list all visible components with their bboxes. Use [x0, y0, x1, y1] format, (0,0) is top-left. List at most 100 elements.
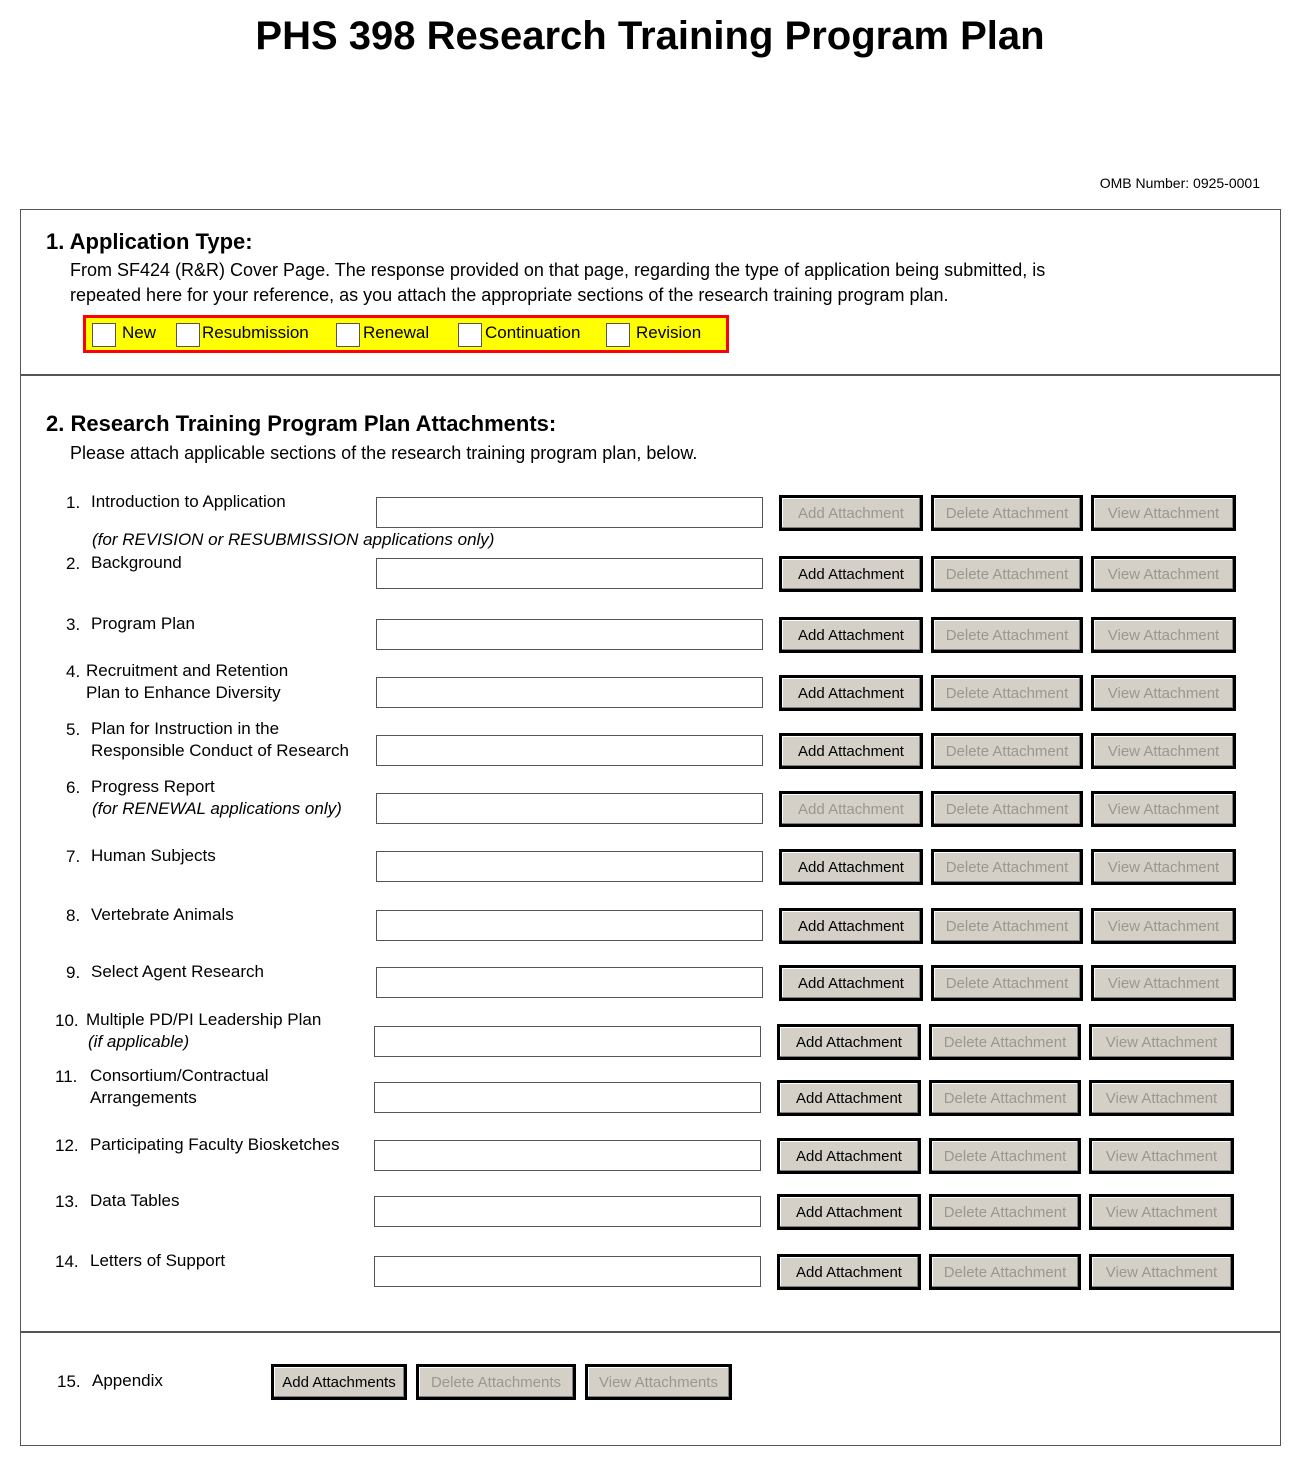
- add-attachment-button[interactable]: Add Attachment: [779, 617, 923, 653]
- page-title: PHS 398 Research Training Program Plan: [255, 14, 1045, 58]
- section1-heading: 1. Application Type:: [46, 229, 253, 254]
- item-number: 2.: [66, 554, 81, 573]
- view-attachment-button[interactable]: View Attachment: [1091, 791, 1236, 827]
- add-attachment-button[interactable]: Add Attachment: [777, 1080, 921, 1116]
- item-label: Recruitment and Retention: [86, 661, 289, 680]
- application-type-options: New Resubmission Renewal Continuation Revisi…: [83, 315, 729, 353]
- item-label: Program Plan: [91, 614, 195, 633]
- checkbox-revision[interactable]: [606, 323, 630, 347]
- item-number: 13.: [55, 1192, 79, 1211]
- view-attachment-button[interactable]: View Attachment: [1089, 1194, 1234, 1230]
- item-number: 4.: [66, 662, 81, 681]
- attachment-filename-field[interactable]: [374, 1256, 761, 1287]
- delete-attachment-button[interactable]: Delete Attachment: [931, 556, 1083, 592]
- item-label: Vertebrate Animals: [91, 905, 234, 924]
- delete-attachment-button[interactable]: Delete Attachment: [929, 1080, 1081, 1116]
- delete-attachment-button[interactable]: Delete Attachment: [929, 1138, 1081, 1174]
- section-appendix: [20, 1331, 1281, 1446]
- add-attachments-button[interactable]: Add Attachments: [271, 1364, 407, 1400]
- attachment-filename-field[interactable]: [376, 677, 763, 708]
- delete-attachment-button[interactable]: Delete Attachment: [931, 675, 1083, 711]
- item-number: 8.: [66, 906, 81, 925]
- delete-attachment-button[interactable]: Delete Attachment: [929, 1024, 1081, 1060]
- item-label: Background: [91, 553, 182, 572]
- delete-attachment-button[interactable]: Delete Attachment: [929, 1194, 1081, 1230]
- delete-attachment-button[interactable]: Delete Attachment: [931, 908, 1083, 944]
- attachment-filename-field[interactable]: [376, 910, 763, 941]
- appendix-number: 15.: [57, 1372, 81, 1391]
- item-label: Participating Faculty Biosketches: [90, 1135, 340, 1154]
- attachment-filename-field[interactable]: [376, 735, 763, 766]
- checkbox-label: Renewal: [363, 323, 430, 342]
- item-label: Consortium/Contractual: [90, 1066, 269, 1085]
- delete-attachment-button[interactable]: Delete Attachment: [931, 617, 1083, 653]
- view-attachment-button[interactable]: View Attachment: [1089, 1024, 1234, 1060]
- attachment-filename-field[interactable]: [374, 1140, 761, 1171]
- omb-number: OMB Number: 0925-0001: [1099, 175, 1260, 191]
- view-attachment-button[interactable]: View Attachment: [1091, 733, 1236, 769]
- item-number: 9.: [66, 963, 81, 982]
- checkbox-renewal[interactable]: [336, 323, 360, 347]
- delete-attachment-button[interactable]: Delete Attachment: [931, 791, 1083, 827]
- add-attachment-button[interactable]: Add Attachment: [777, 1138, 921, 1174]
- item-sublabel: Plan to Enhance Diversity: [86, 683, 281, 702]
- attachment-filename-field[interactable]: [376, 497, 763, 528]
- delete-attachment-button[interactable]: Delete Attachment: [931, 495, 1083, 531]
- section-attachments: [20, 374, 1281, 1333]
- add-attachment-button[interactable]: Add Attachment: [777, 1254, 921, 1290]
- attachment-filename-field[interactable]: [376, 793, 763, 824]
- add-attachment-button[interactable]: Add Attachment: [779, 908, 923, 944]
- add-attachment-button[interactable]: Add Attachment: [777, 1024, 921, 1060]
- delete-attachments-button[interactable]: Delete Attachments: [416, 1364, 576, 1400]
- view-attachments-button[interactable]: View Attachments: [585, 1364, 732, 1400]
- checkbox-label: Continuation: [485, 323, 581, 342]
- add-attachment-button[interactable]: Add Attachment: [779, 733, 923, 769]
- item-number: 14.: [55, 1252, 79, 1271]
- add-attachment-button[interactable]: Add Attachment: [777, 1194, 921, 1230]
- add-attachment-button[interactable]: Add Attachment: [779, 495, 923, 531]
- checkbox-label: Revision: [636, 323, 702, 342]
- add-attachment-button[interactable]: Add Attachment: [779, 556, 923, 592]
- add-attachment-button[interactable]: Add Attachment: [779, 849, 923, 885]
- item-sublabel: (for REVISION or RESUBMISSION applicatio…: [92, 530, 495, 549]
- checkbox-label: New: [122, 323, 157, 342]
- delete-attachment-button[interactable]: Delete Attachment: [931, 733, 1083, 769]
- checkbox-continuation[interactable]: [458, 323, 482, 347]
- item-label: Progress Report: [91, 777, 215, 796]
- attachment-filename-field[interactable]: [376, 619, 763, 650]
- attachment-filename-field[interactable]: [374, 1196, 761, 1227]
- item-label: Introduction to Application: [91, 492, 286, 511]
- delete-attachment-button[interactable]: Delete Attachment: [931, 965, 1083, 1001]
- view-attachment-button[interactable]: View Attachment: [1091, 908, 1236, 944]
- section2-heading: 2. Research Training Program Plan Attach…: [46, 411, 557, 436]
- view-attachment-button[interactable]: View Attachment: [1089, 1080, 1234, 1116]
- view-attachment-button[interactable]: View Attachment: [1091, 849, 1236, 885]
- item-label: Letters of Support: [90, 1251, 226, 1270]
- item-number: 6.: [66, 778, 81, 797]
- delete-attachment-button[interactable]: Delete Attachment: [929, 1254, 1081, 1290]
- view-attachment-button[interactable]: View Attachment: [1091, 675, 1236, 711]
- item-sublabel: (for RENEWAL applications only): [92, 799, 342, 818]
- item-number: 7.: [66, 847, 81, 866]
- item-label: Multiple PD/PI Leadership Plan: [86, 1010, 322, 1029]
- attachment-filename-field[interactable]: [374, 1026, 761, 1057]
- add-attachment-button[interactable]: Add Attachment: [779, 791, 923, 827]
- attachment-filename-field[interactable]: [376, 851, 763, 882]
- attachment-filename-field[interactable]: [374, 1082, 761, 1113]
- attachment-filename-field[interactable]: [376, 967, 763, 998]
- view-attachment-button[interactable]: View Attachment: [1091, 965, 1236, 1001]
- add-attachment-button[interactable]: Add Attachment: [779, 675, 923, 711]
- attachment-filename-field[interactable]: [376, 558, 763, 589]
- view-attachment-button[interactable]: View Attachment: [1091, 556, 1236, 592]
- checkbox-new[interactable]: [92, 323, 116, 347]
- delete-attachment-button[interactable]: Delete Attachment: [931, 849, 1083, 885]
- view-attachment-button[interactable]: View Attachment: [1089, 1254, 1234, 1290]
- view-attachment-button[interactable]: View Attachment: [1089, 1138, 1234, 1174]
- item-number: 11.: [55, 1067, 78, 1086]
- checkbox-resubmission[interactable]: [176, 323, 200, 347]
- section1-text: From SF424 (R&R) Cover Page. The respons…: [70, 260, 1046, 280]
- view-attachment-button[interactable]: View Attachment: [1091, 617, 1236, 653]
- view-attachment-button[interactable]: View Attachment: [1091, 495, 1236, 531]
- add-attachment-button[interactable]: Add Attachment: [779, 965, 923, 1001]
- item-sublabel: Arrangements: [90, 1088, 197, 1107]
